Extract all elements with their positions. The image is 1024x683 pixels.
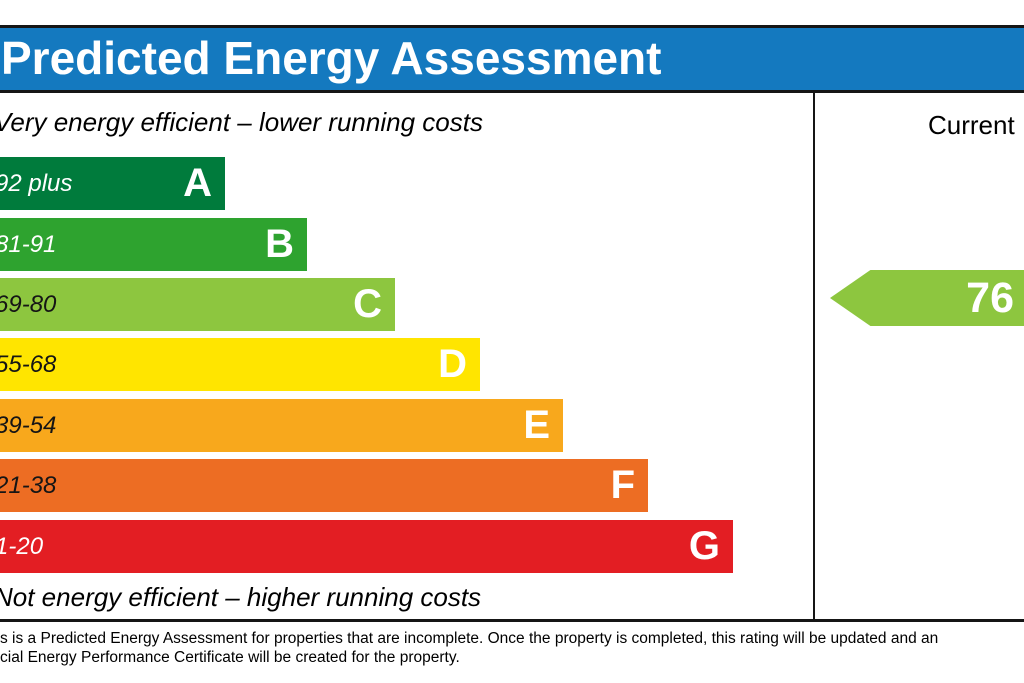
band-row-g: 1-20 G <box>0 520 733 573</box>
band-row-d: 55-68 D <box>0 338 480 391</box>
band-letter: E <box>523 403 550 447</box>
title-bar: Predicted Energy Assessment <box>0 25 1024 93</box>
band-letter: C <box>353 282 382 326</box>
band-row-a: 92 plus A <box>0 157 225 210</box>
band-row-e: 39-54 E <box>0 399 563 452</box>
band-row-f: 21-38 F <box>0 459 648 512</box>
band-letter: B <box>265 222 294 266</box>
current-rating-value: 76 <box>966 274 1014 322</box>
band-letter: G <box>688 524 720 568</box>
band-row-c: 69-80 C <box>0 278 395 331</box>
disclaimer-line-1: s is a Predicted Energy Assessment for p… <box>0 630 939 647</box>
band-range-label: 1-20 <box>0 533 44 560</box>
current-column-header: Current <box>928 110 1015 140</box>
bottom-caption: Not energy efficient – higher running co… <box>0 582 482 612</box>
band-range-label: 92 plus <box>0 170 73 197</box>
disclaimer-line-2: cial Energy Performance Certificate will… <box>0 648 460 666</box>
column-divider <box>813 93 815 622</box>
band-range-label: 81-91 <box>0 231 57 258</box>
band-letter: F <box>610 463 635 507</box>
band-range-label: 39-54 <box>0 412 57 439</box>
current-rating-arrow: 76 <box>830 270 1024 326</box>
page-title: Predicted Energy Assessment <box>1 32 662 84</box>
band-letter: D <box>438 342 467 386</box>
band-range-label: 55-68 <box>0 351 57 378</box>
energy-rating-chart: Very energy efficient – lower running co… <box>0 93 1024 622</box>
band-letter: A <box>183 161 212 205</box>
disclaimer: s is a Predicted Energy Assessment for p… <box>0 630 1024 667</box>
band-range-label: 21-38 <box>0 472 57 499</box>
band-row-b: 81-91 B <box>0 218 307 271</box>
band-range-label: 69-80 <box>0 291 57 318</box>
top-caption: Very energy efficient – lower running co… <box>0 107 483 137</box>
